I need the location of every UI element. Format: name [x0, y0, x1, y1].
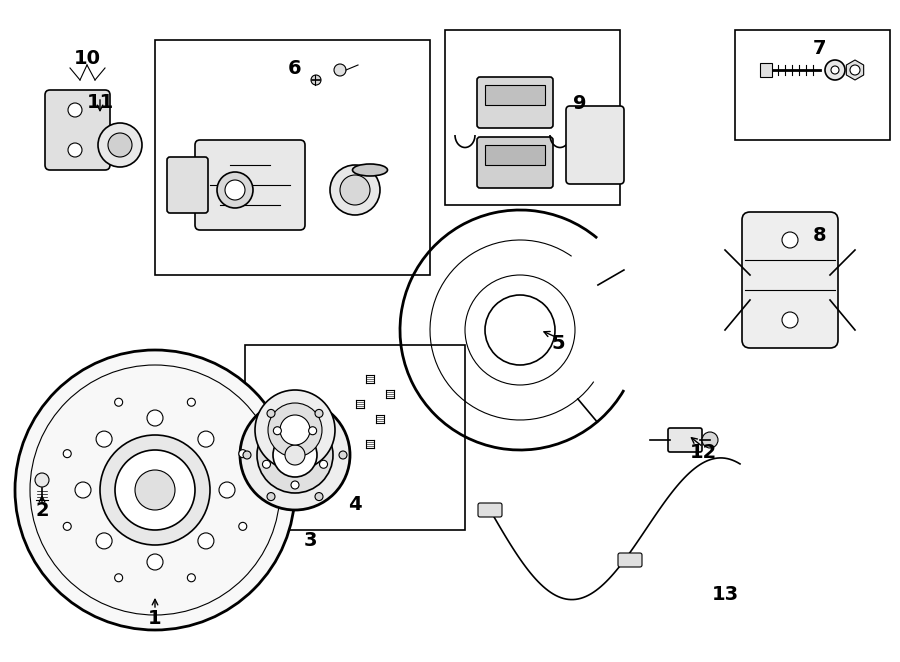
FancyBboxPatch shape [668, 428, 702, 452]
Text: 7: 7 [814, 38, 827, 58]
FancyBboxPatch shape [477, 77, 553, 128]
Circle shape [187, 399, 195, 406]
Text: 13: 13 [711, 585, 739, 604]
Circle shape [267, 493, 275, 500]
Circle shape [238, 522, 247, 530]
Circle shape [219, 482, 235, 498]
Circle shape [340, 175, 370, 205]
Circle shape [147, 554, 163, 570]
Circle shape [291, 481, 299, 489]
Circle shape [108, 133, 132, 157]
Circle shape [198, 431, 214, 447]
Circle shape [268, 403, 322, 457]
Circle shape [267, 409, 275, 418]
Circle shape [311, 75, 321, 85]
Bar [485, 145, 545, 165]
Circle shape [315, 409, 323, 418]
Circle shape [240, 400, 350, 510]
Text: 8: 8 [814, 226, 827, 244]
Text: 4: 4 [348, 495, 362, 514]
Circle shape [255, 390, 335, 470]
Bar [485, 85, 545, 105]
FancyBboxPatch shape [618, 553, 642, 567]
Circle shape [96, 533, 112, 549]
Text: 11: 11 [86, 93, 113, 111]
Bar [155, 40, 430, 275]
Circle shape [243, 451, 251, 459]
Circle shape [339, 451, 347, 459]
Circle shape [15, 350, 295, 630]
FancyBboxPatch shape [566, 106, 624, 184]
Circle shape [68, 103, 82, 117]
Bar [760, 63, 772, 77]
Text: 5: 5 [551, 334, 565, 352]
Circle shape [217, 172, 253, 208]
Circle shape [115, 450, 195, 530]
Circle shape [114, 574, 122, 582]
Circle shape [309, 427, 317, 435]
Circle shape [782, 232, 798, 248]
Ellipse shape [353, 164, 388, 176]
Circle shape [198, 533, 214, 549]
Circle shape [320, 460, 328, 468]
Circle shape [782, 312, 798, 328]
Text: 3: 3 [303, 530, 317, 549]
Circle shape [114, 399, 122, 406]
Text: 1: 1 [148, 608, 162, 628]
Circle shape [98, 123, 142, 167]
Circle shape [225, 180, 245, 200]
Circle shape [257, 417, 333, 493]
Circle shape [100, 435, 210, 545]
Circle shape [35, 473, 49, 487]
Circle shape [187, 574, 195, 582]
Circle shape [263, 460, 271, 468]
Circle shape [702, 432, 718, 448]
FancyBboxPatch shape [45, 90, 110, 170]
Circle shape [135, 470, 175, 510]
Text: 9: 9 [573, 93, 587, 113]
Circle shape [850, 65, 860, 75]
Circle shape [334, 64, 346, 76]
Text: 2: 2 [35, 500, 49, 520]
FancyBboxPatch shape [478, 503, 502, 517]
Bar [245, 345, 465, 530]
FancyBboxPatch shape [742, 212, 838, 348]
Circle shape [238, 449, 247, 457]
Text: 6: 6 [288, 58, 302, 77]
Circle shape [280, 415, 310, 445]
Circle shape [63, 449, 71, 457]
FancyBboxPatch shape [195, 140, 305, 230]
Circle shape [68, 143, 82, 157]
Bar [735, 30, 890, 140]
Circle shape [273, 433, 317, 477]
Text: 10: 10 [74, 48, 101, 68]
Circle shape [75, 482, 91, 498]
Circle shape [831, 66, 839, 74]
Circle shape [274, 427, 282, 435]
FancyBboxPatch shape [477, 137, 553, 188]
FancyBboxPatch shape [167, 157, 208, 213]
Circle shape [315, 493, 323, 500]
Circle shape [63, 522, 71, 530]
Circle shape [485, 295, 555, 365]
Text: 12: 12 [689, 444, 716, 463]
Circle shape [147, 410, 163, 426]
Bar [445, 30, 620, 205]
Circle shape [330, 165, 380, 215]
Circle shape [825, 60, 845, 80]
Circle shape [96, 431, 112, 447]
Circle shape [285, 445, 305, 465]
